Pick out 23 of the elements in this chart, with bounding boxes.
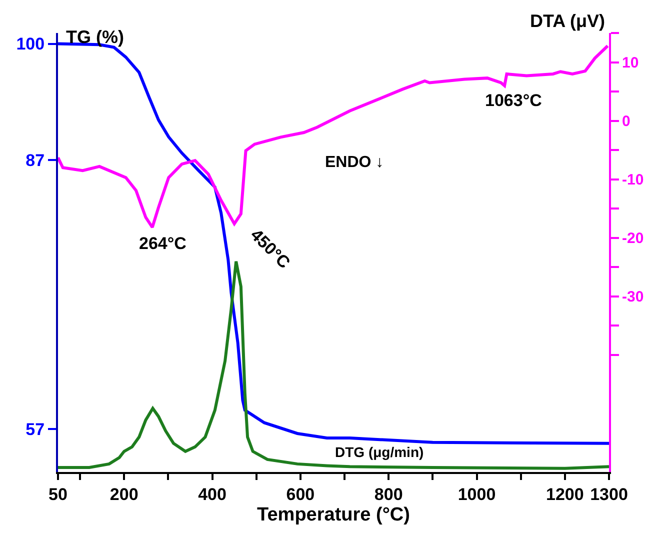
y2-tick-label: 10 bbox=[622, 54, 639, 72]
y2-tick-label: -20 bbox=[622, 230, 644, 248]
x-tick-label: 1300 bbox=[590, 485, 628, 504]
x-tick-label: 1000 bbox=[458, 485, 496, 504]
y-axis-title: TG (%) bbox=[66, 27, 124, 47]
annotation: DTG (μg/min) bbox=[335, 444, 424, 460]
y2-tick-label: 0 bbox=[622, 113, 630, 130]
y-tick-label: 100 bbox=[16, 34, 45, 54]
y-tick-label: 87 bbox=[26, 151, 45, 170]
y2-tick-label: -30 bbox=[622, 288, 644, 306]
x-tick-label: 800 bbox=[374, 485, 403, 504]
x-tick-label: 50 bbox=[48, 485, 68, 504]
y-tick-label: 57 bbox=[26, 420, 45, 439]
x-axis-title: Temperature (°C) bbox=[257, 504, 410, 526]
y2-axis-title: DTA (μV) bbox=[530, 11, 606, 31]
x-tick-label: 600 bbox=[286, 485, 315, 504]
annotation: 1063°C bbox=[485, 91, 542, 110]
annotation: ENDO ↓ bbox=[325, 154, 384, 171]
annotation: 264°C bbox=[139, 234, 186, 253]
x-tick-label: 200 bbox=[110, 485, 138, 504]
x-tick-label: 400 bbox=[198, 485, 226, 504]
y2-tick-label: -10 bbox=[622, 172, 644, 189]
x-tick-label: 1200 bbox=[546, 485, 584, 504]
